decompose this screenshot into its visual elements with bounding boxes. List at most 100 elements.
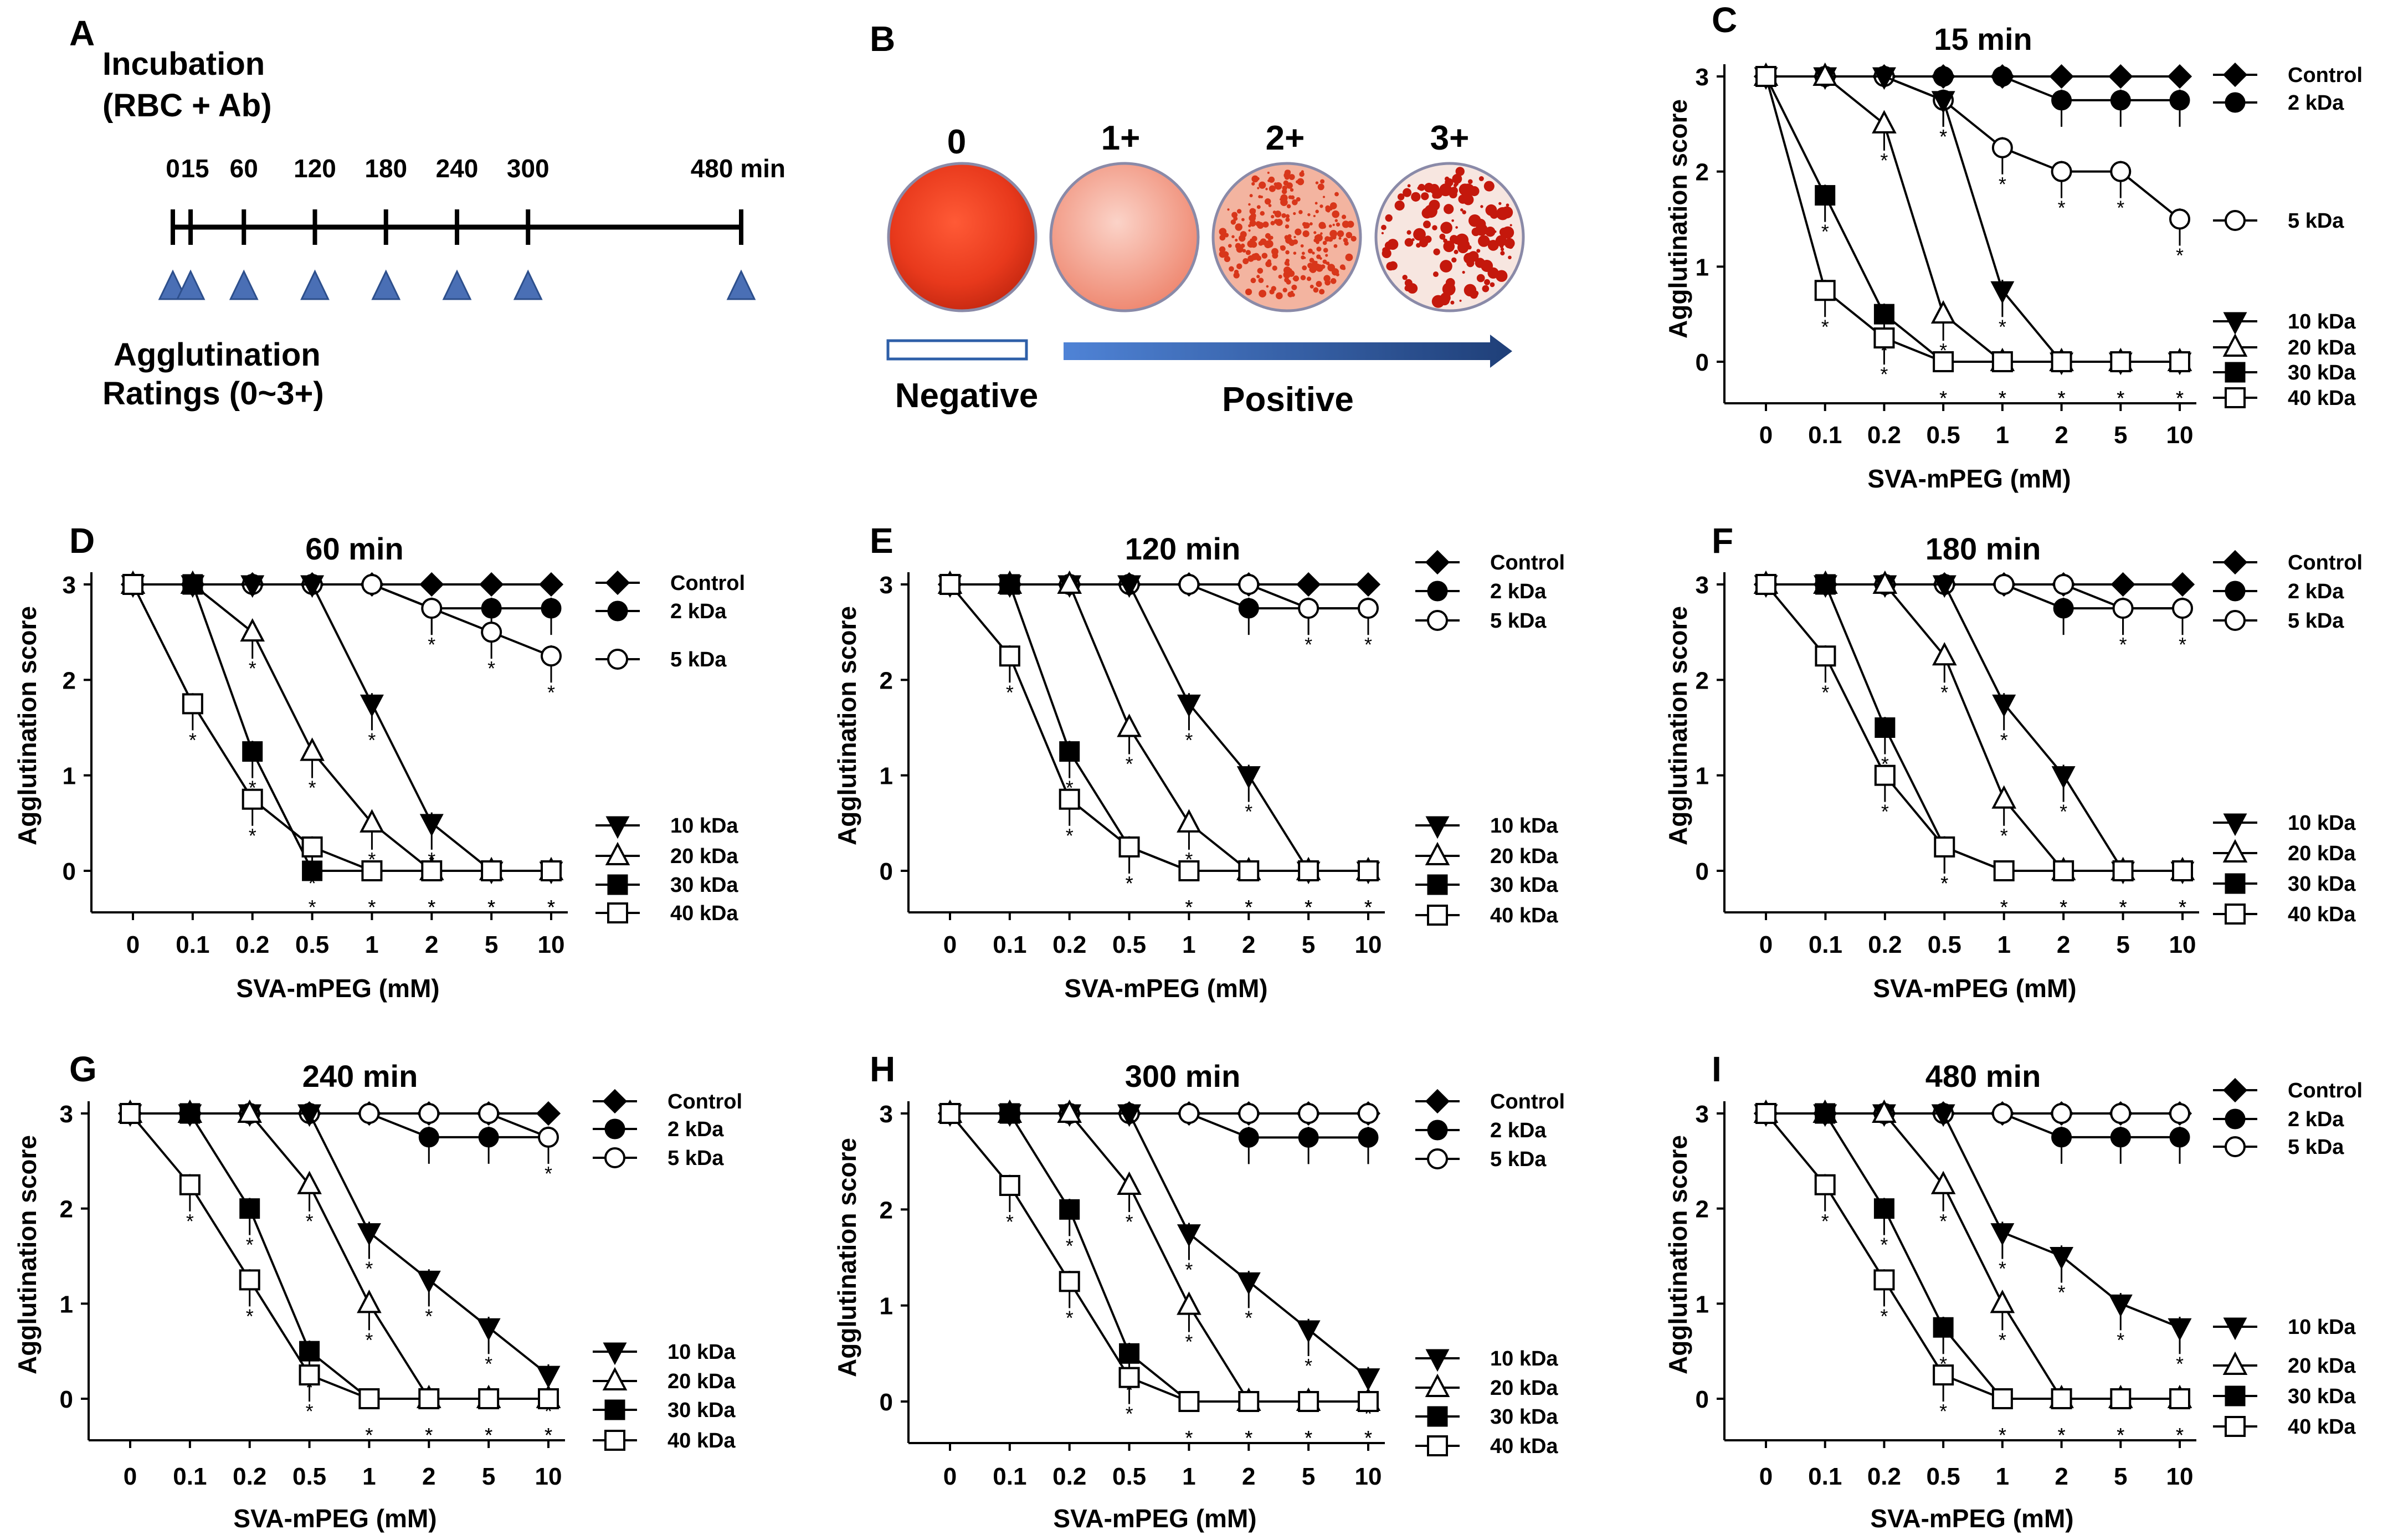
speckle bbox=[1310, 284, 1314, 289]
y-tick-label: 1 bbox=[63, 763, 76, 790]
y-tick-label: 3 bbox=[1696, 64, 1709, 91]
legend-marker bbox=[1427, 874, 1448, 895]
data-point bbox=[417, 1270, 441, 1293]
significance-star: * bbox=[2058, 197, 2066, 219]
data-point bbox=[1873, 327, 1895, 349]
y-tick-label: 1 bbox=[1696, 1291, 1709, 1318]
speckle bbox=[1451, 219, 1454, 222]
legend-marker bbox=[607, 902, 628, 923]
legend-label: 20 kDa bbox=[670, 845, 738, 868]
x-tick-label: 5 bbox=[1302, 931, 1315, 958]
positive-arrow bbox=[1064, 335, 1512, 368]
data-point bbox=[360, 809, 384, 833]
speckle bbox=[1490, 282, 1495, 288]
speckle bbox=[1313, 287, 1319, 293]
significance-star: * bbox=[547, 896, 555, 918]
significance-star: * bbox=[2119, 896, 2127, 918]
data-point bbox=[538, 572, 564, 597]
speckle bbox=[1443, 240, 1455, 253]
data-point bbox=[541, 598, 562, 619]
agglutination-footer: Agglutination bbox=[114, 337, 321, 373]
significance-star: * bbox=[365, 1328, 373, 1351]
data-point bbox=[1992, 694, 2016, 717]
significance-star: * bbox=[1939, 125, 1947, 148]
legend-label: 20 kDa bbox=[2288, 1354, 2356, 1378]
data-point bbox=[2168, 1318, 2192, 1341]
significance-star: * bbox=[368, 896, 376, 918]
data-point bbox=[237, 1099, 263, 1123]
data-point bbox=[538, 1126, 559, 1148]
legend-marker bbox=[605, 570, 630, 596]
speckle bbox=[1322, 196, 1326, 198]
speckle bbox=[1327, 237, 1333, 242]
data-point bbox=[1755, 66, 1776, 87]
significance-star: * bbox=[2058, 1424, 2066, 1446]
speckle bbox=[1247, 240, 1255, 248]
speckle bbox=[1270, 220, 1275, 225]
legend-marker bbox=[1425, 1349, 1450, 1372]
speckle bbox=[1236, 209, 1242, 214]
significance-star: * bbox=[1185, 1259, 1193, 1281]
significance-star: * bbox=[1305, 896, 1312, 918]
legend-label: 20 kDa bbox=[2288, 842, 2356, 865]
y-tick-label: 3 bbox=[1696, 1101, 1709, 1128]
significance-star: * bbox=[1999, 1257, 2006, 1280]
x-tick-label: 1 bbox=[1182, 1463, 1195, 1490]
speckle bbox=[1276, 292, 1283, 300]
data-point bbox=[1873, 1198, 1894, 1219]
speckle bbox=[1290, 188, 1294, 192]
significance-star: * bbox=[2119, 896, 2127, 918]
speckle bbox=[1259, 290, 1267, 297]
data-point bbox=[1177, 1224, 1201, 1247]
data-point bbox=[1356, 1368, 1380, 1391]
legend-marker bbox=[2225, 1108, 2246, 1130]
speckle bbox=[1487, 240, 1499, 251]
speckle bbox=[1478, 176, 1484, 182]
legend-label: 30 kDa bbox=[1490, 1405, 1558, 1429]
speckle bbox=[1316, 281, 1322, 288]
y-tick-label: 2 bbox=[60, 1196, 73, 1223]
speckle bbox=[1219, 246, 1226, 253]
timeline-label-4: 180 bbox=[364, 154, 407, 183]
x-tick-label: 1 bbox=[1997, 931, 2010, 958]
chart-i-xlabel: SVA-mPEG (mM) bbox=[1870, 1504, 2073, 1533]
data-point bbox=[2167, 64, 2192, 89]
speckle bbox=[1444, 285, 1450, 291]
significance-star: * bbox=[428, 896, 435, 918]
chart-g-title: 240 min bbox=[302, 1059, 418, 1094]
speckle bbox=[1483, 181, 1495, 192]
legend-marker bbox=[1425, 550, 1450, 575]
data-point bbox=[1815, 185, 1836, 206]
speckle bbox=[1334, 219, 1338, 222]
data-point bbox=[1815, 574, 1836, 595]
speckle bbox=[1233, 272, 1240, 279]
data-point bbox=[358, 1388, 380, 1409]
data-point bbox=[299, 1341, 320, 1362]
data-point bbox=[419, 814, 444, 837]
speckle bbox=[1332, 223, 1335, 227]
chart-f-xlabel: SVA-mPEG (mM) bbox=[1873, 974, 2076, 1003]
x-tick-label: 5 bbox=[2114, 1463, 2127, 1490]
legend-marker bbox=[1425, 1089, 1450, 1114]
chart-h-ylabel: Agglutination score bbox=[833, 1138, 861, 1377]
speckle bbox=[1345, 242, 1348, 244]
data-point bbox=[1057, 1099, 1082, 1123]
speckle bbox=[1397, 193, 1405, 201]
significance-star: * bbox=[1364, 1426, 1372, 1449]
legend-label: 20 kDa bbox=[2288, 336, 2356, 360]
data-point bbox=[1932, 575, 1956, 598]
significance-star: * bbox=[368, 728, 376, 751]
chart-h-legend: Control 2 kDa 5 kDa 10 kDa 20 kDa 30 kDa 40 kD… bbox=[1415, 1089, 1565, 1458]
speckle bbox=[1293, 212, 1296, 215]
data-point bbox=[1238, 860, 1260, 881]
speckle bbox=[1500, 251, 1505, 256]
data-point bbox=[1238, 1103, 1260, 1124]
significance-star: * bbox=[1364, 1426, 1372, 1449]
chart-g-ylabel: Agglutination score bbox=[13, 1135, 42, 1374]
data-point bbox=[179, 1174, 201, 1195]
data-point bbox=[2169, 1103, 2190, 1124]
data-point bbox=[242, 788, 263, 810]
speckle bbox=[1424, 204, 1437, 218]
speckle bbox=[1442, 223, 1450, 231]
speckle bbox=[1258, 195, 1262, 199]
